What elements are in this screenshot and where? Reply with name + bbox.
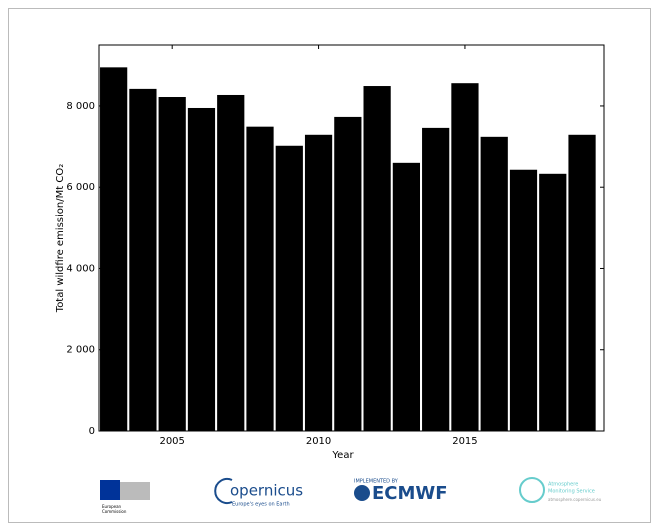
ec-flag xyxy=(100,480,120,500)
cams-name: Atmosphere xyxy=(548,482,578,488)
plot-frame xyxy=(98,44,605,432)
bar xyxy=(363,86,391,431)
cams-logo: Atmosphere Monitoring Service atmosphere… xyxy=(519,477,602,503)
ecmwf-logo: IMPLEMENTED BY ECMWF xyxy=(354,479,448,504)
cams-url: atmosphere.copernicus.eu xyxy=(548,497,602,502)
ec-text: Commission xyxy=(102,509,127,514)
copernicus-tagline: Europe's eyes on Earth xyxy=(232,502,290,508)
ecmwf-implemented: IMPLEMENTED BY xyxy=(354,479,399,485)
bar xyxy=(129,88,157,431)
y-tick-label: 4 000 xyxy=(66,263,95,274)
y-tick-label: 2 000 xyxy=(66,345,95,356)
ecmwf-name: ECMWF xyxy=(372,483,448,504)
y-axis-label: Total wildfire emission/Mt CO₂ xyxy=(55,164,66,313)
bar xyxy=(539,173,567,431)
copernicus-name: opernicus xyxy=(230,482,303,500)
bar xyxy=(246,126,274,432)
x-tick-label: 2015 xyxy=(452,436,477,447)
ec-text: European xyxy=(102,504,122,509)
bar xyxy=(451,83,479,431)
bar xyxy=(334,116,362,431)
bar xyxy=(480,136,508,431)
bar xyxy=(304,134,333,432)
bar xyxy=(100,67,128,432)
cams-name: Monitoring Service xyxy=(548,489,595,495)
bar xyxy=(275,145,303,432)
y-tick-label: 6 000 xyxy=(66,182,95,193)
ec-logo: European Commission xyxy=(100,480,150,514)
ecmwf-mark xyxy=(354,485,370,501)
copernicus-c xyxy=(214,478,233,504)
bar xyxy=(392,162,421,431)
y-tick-label: 0 xyxy=(89,426,95,437)
bar xyxy=(422,127,450,431)
ec-building xyxy=(120,482,150,500)
x-tick-label: 2005 xyxy=(159,436,184,447)
copernicus-logo: opernicus Europe's eyes on Earth xyxy=(214,478,303,508)
y-tick-label: 8 000 xyxy=(66,101,95,112)
bar xyxy=(158,97,186,431)
x-axis-label: Year xyxy=(331,450,354,461)
x-tick-label: 2010 xyxy=(306,436,331,447)
bar xyxy=(187,107,216,432)
bar xyxy=(568,134,596,432)
cams-mark xyxy=(519,477,545,503)
bar xyxy=(509,169,538,431)
bar xyxy=(217,94,245,432)
